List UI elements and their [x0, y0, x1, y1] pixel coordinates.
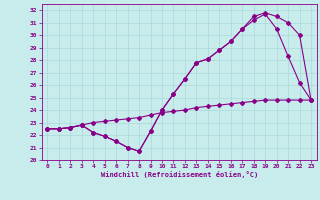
X-axis label: Windchill (Refroidissement éolien,°C): Windchill (Refroidissement éolien,°C)	[100, 171, 258, 178]
